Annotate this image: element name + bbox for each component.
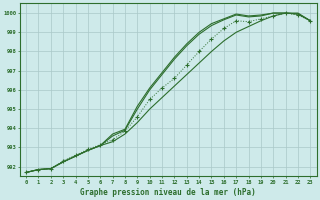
X-axis label: Graphe pression niveau de la mer (hPa): Graphe pression niveau de la mer (hPa): [80, 188, 256, 197]
